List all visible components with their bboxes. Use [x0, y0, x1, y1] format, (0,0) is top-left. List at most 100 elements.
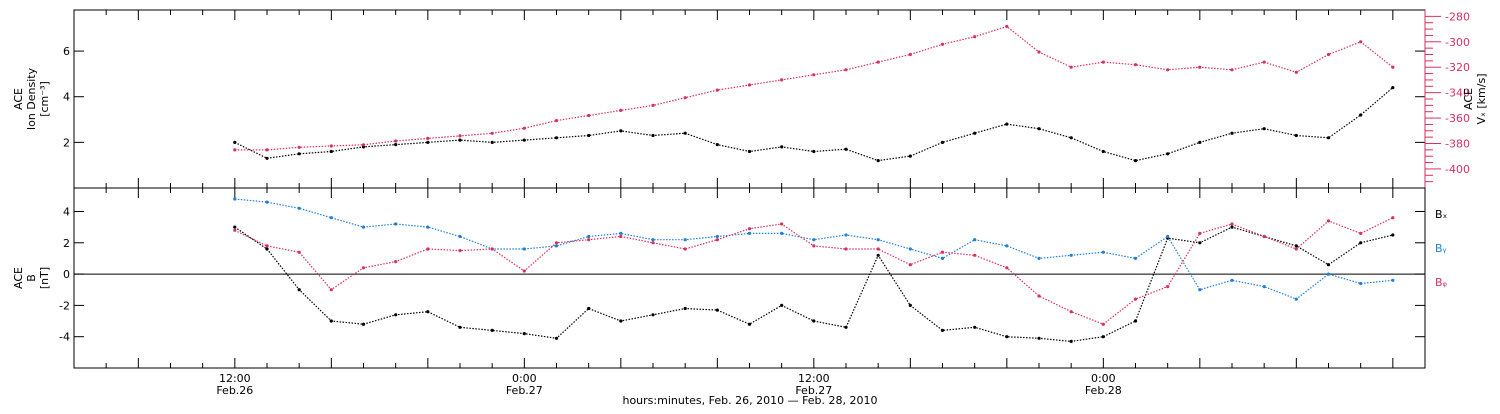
x-tick-time-label: 12:00: [798, 372, 830, 385]
y-tick-label-top: 2: [63, 136, 70, 149]
data-point-bottom-2: [683, 247, 687, 251]
y-tick-label-right-velocity: -340: [1445, 87, 1470, 100]
data-point-top-0: [587, 133, 591, 138]
data-point-bottom-1: [1391, 278, 1395, 282]
data-point-top-0: [1198, 140, 1202, 144]
data-point-bottom-2: [619, 234, 623, 239]
y-axis-label-bottom: B: [25, 274, 38, 282]
data-point-bottom-0: [361, 322, 366, 326]
y-tick-label-right-velocity: -400: [1445, 163, 1470, 176]
data-point-top-1: [651, 103, 655, 107]
data-point-bottom-0: [780, 303, 784, 307]
data-point-bottom-2: [587, 238, 591, 242]
data-point-top-0: [1230, 131, 1234, 135]
data-point-top-0: [683, 131, 687, 135]
data-point-top-0: [1069, 136, 1073, 140]
x-tick-date-label: Feb.27: [506, 384, 543, 397]
data-point-bottom-2: [715, 238, 719, 242]
data-point-top-1: [587, 113, 591, 118]
data-point-bottom-1: [844, 233, 848, 237]
data-point-top-1: [940, 42, 945, 46]
data-point-bottom-2: [844, 247, 848, 251]
data-point-top-1: [1294, 70, 1298, 74]
data-point-bottom-2: [1359, 231, 1363, 235]
data-point-top-0: [651, 133, 655, 138]
data-point-top-0: [394, 143, 398, 147]
data-point-top-1: [876, 60, 880, 64]
y-tick-label-bottom: 0: [63, 268, 70, 281]
y-axis-label-right: ACE: [1462, 88, 1475, 110]
data-point-top-1: [747, 83, 752, 87]
data-point-top-1: [844, 68, 848, 72]
data-point-bottom-1: [329, 216, 333, 220]
data-point-bottom-2: [554, 241, 559, 245]
data-point-bottom-0: [426, 310, 430, 314]
data-point-top-1: [1262, 60, 1266, 64]
data-point-top-0: [1166, 152, 1170, 156]
series-line-top-1: [234, 25, 1394, 151]
data-point-bottom-1: [394, 222, 398, 226]
data-point-bottom-1: [940, 256, 945, 260]
data-point-bottom-0: [908, 303, 912, 307]
data-point-bottom-1: [1166, 234, 1170, 239]
data-point-bottom-1: [1069, 253, 1073, 257]
data-point-bottom-0: [651, 313, 655, 317]
data-point-bottom-2: [651, 241, 655, 245]
x-tick-time-label: 0:00: [1091, 372, 1116, 385]
data-point-bottom-2: [394, 260, 398, 264]
x-tick-date-label: Feb.26: [216, 384, 253, 397]
data-point-bottom-2: [297, 250, 301, 254]
data-point-top-1: [394, 139, 398, 143]
legend-label: Bₓ: [1435, 208, 1448, 221]
data-point-bottom-1: [619, 231, 623, 235]
data-point-top-0: [747, 149, 752, 154]
data-point-top-1: [297, 145, 301, 149]
y-axis-label-top: [cm⁻³]: [38, 81, 51, 117]
series-line-top-0: [234, 87, 1394, 162]
data-point-bottom-0: [554, 336, 559, 340]
data-point-bottom-2: [1069, 310, 1073, 314]
y-tick-label-right-velocity: -360: [1445, 112, 1470, 125]
data-point-bottom-0: [747, 322, 752, 326]
data-point-top-0: [1391, 86, 1395, 90]
data-point-top-0: [297, 152, 301, 156]
y-tick-label-bottom: 2: [63, 237, 70, 250]
data-point-bottom-2: [1037, 294, 1041, 298]
y-tick-label-bottom: -2: [59, 299, 70, 312]
data-point-bottom-0: [973, 325, 977, 329]
data-point-bottom-2: [1326, 219, 1331, 223]
data-point-bottom-1: [973, 238, 977, 242]
y-tick-label-right-velocity: -300: [1445, 36, 1470, 49]
data-point-top-1: [780, 78, 784, 82]
data-point-top-0: [908, 154, 912, 158]
data-point-bottom-0: [1101, 335, 1105, 339]
data-point-bottom-0: [1037, 336, 1041, 340]
data-point-bottom-1: [908, 247, 912, 251]
data-point-bottom-1: [1294, 297, 1298, 301]
data-point-bottom-1: [1262, 285, 1266, 289]
data-point-bottom-1: [1037, 256, 1041, 260]
data-point-bottom-0: [683, 306, 687, 311]
x-tick-date-label: Feb.27: [795, 384, 832, 397]
data-point-bottom-2: [458, 249, 462, 253]
data-point-bottom-0: [1230, 225, 1234, 229]
data-point-bottom-0: [1326, 263, 1331, 267]
data-point-top-0: [458, 138, 462, 142]
data-point-top-1: [1326, 52, 1331, 57]
data-point-top-1: [1101, 60, 1105, 64]
data-point-top-0: [1326, 136, 1331, 140]
data-point-bottom-0: [844, 325, 848, 329]
data-point-bottom-0: [394, 313, 398, 317]
data-point-top-0: [812, 149, 816, 154]
y-tick-label-right-velocity: -280: [1445, 10, 1470, 23]
data-point-bottom-0: [1294, 244, 1298, 248]
data-point-top-0: [554, 136, 559, 140]
data-point-top-0: [490, 140, 494, 144]
x-tick-time-label: 0:00: [512, 372, 537, 385]
data-point-bottom-2: [1230, 222, 1234, 226]
data-point-bottom-1: [522, 247, 526, 251]
data-point-bottom-1: [1198, 288, 1202, 292]
data-point-bottom-2: [1391, 216, 1395, 220]
data-point-bottom-0: [1359, 241, 1363, 245]
